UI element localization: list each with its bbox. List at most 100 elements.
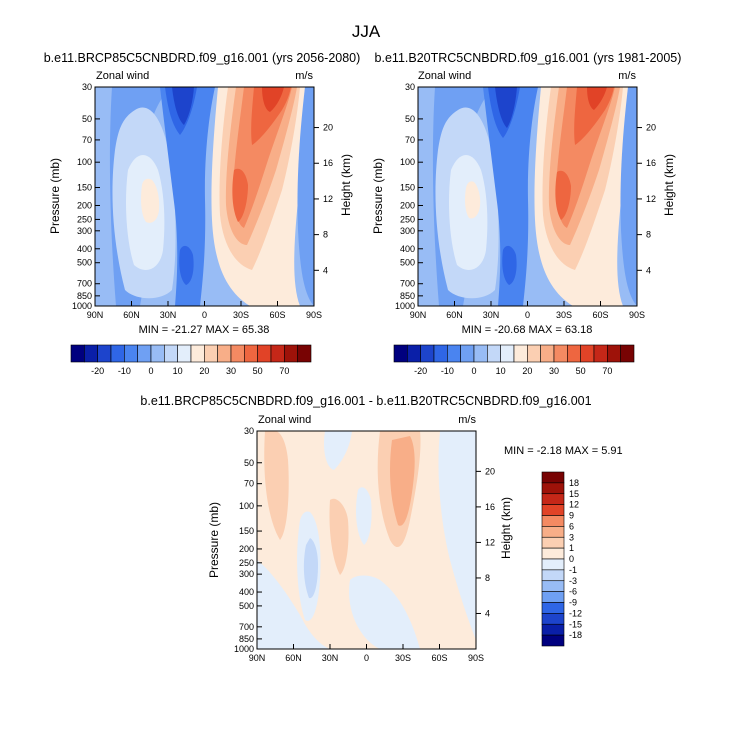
panel-title: b.e11.BRCP85C5CNBDRD.f09_g16.001 (yrs 20… [44,51,361,65]
y-tick-label: 200 [400,200,415,210]
y-tick-label: 1000 [234,644,254,654]
y-tick-label: 50 [405,114,415,124]
contour-fill-pos-c [264,431,289,540]
colorbar-label: 12 [569,500,579,510]
colorbar-box [460,344,475,363]
colorbar-box [284,344,298,363]
panel-right-string: m/s [618,70,636,82]
colorbar-box [620,344,635,363]
contour-fill-neg4 [495,87,517,128]
y-tick-label: 30 [82,82,92,92]
y-tick-label: 300 [400,226,415,236]
x-tick-label: 60N [123,310,140,320]
y-tick-label: 300 [239,569,254,579]
colorbar-label: 70 [279,366,289,376]
y-tick-label: 100 [400,157,415,167]
panel-title: b.e11.B20TRC5CNBDRD.f09_g16.001 (yrs 198… [375,51,682,65]
x-tick-label: 30N [322,653,339,663]
colorbar-label: -20 [414,366,427,376]
y-tick-label: 500 [77,258,92,268]
y-tick-label: 70 [82,135,92,145]
x-tick-label: 90N [249,653,266,663]
y-right-tick-label: 16 [646,158,656,168]
axis-ylabel-right: Height (km) [662,154,676,216]
x-tick-label: 30N [483,310,500,320]
colorbar-box [541,493,565,505]
colorbar-box [70,344,85,363]
y-right-tick-label: 20 [485,466,495,476]
contour-fill-polar [620,87,637,306]
colorbar-label: -15 [569,619,582,629]
colorbar-box [541,623,565,636]
contour-fill-pos5 [251,87,291,145]
colorbar-label: 0 [471,366,476,376]
stats-label: MIN = -2.18 MAX = 5.91 [504,445,623,457]
colorbar-box [150,344,165,363]
y-tick-label: 500 [239,601,254,611]
colorbar-box [84,344,98,363]
colorbar-box [473,344,488,363]
colorbar-box [593,344,608,363]
y-right-tick-label: 20 [646,123,656,133]
contour-fill-pos-d [329,498,349,575]
colorbar-label: 20 [199,366,209,376]
contour-fill-weak3 [465,181,481,219]
colorbar-box [541,591,565,603]
y-tick-label: 700 [239,622,254,632]
axes: 90N 60N 30N 0 30S 60S 90S 30 50 70 100 150 200 250 300… [72,82,333,320]
contour-fill-neg2 [483,87,538,306]
contour-fill-neg-g [438,431,476,640]
stats-label: MIN = -20.68 MAX = 63.18 [462,324,593,336]
colorbar-label: 10 [173,366,183,376]
colorbar-box [500,344,515,363]
y-right-tick-label: 4 [323,265,328,275]
y-right-tick-label: 8 [485,573,490,583]
colorbar-box [177,344,192,363]
colorbar-box [541,602,565,614]
y-right-tick-label: 12 [323,194,333,204]
y-tick-label: 100 [77,157,92,167]
x-tick-label: 60S [269,310,285,320]
panel-right-string: m/s [295,70,313,82]
x-tick-label: 60S [431,653,447,663]
y-tick-label: 30 [244,426,254,436]
colorbar-box [607,344,621,363]
contour-fill-pos5b [232,168,248,222]
colorbar-label: 9 [569,511,574,521]
colorbar-box [244,344,258,363]
y-tick-label: 250 [400,214,415,224]
contour-plot [417,86,638,307]
colorbar-box [124,344,138,363]
contour-plot [256,430,477,650]
colorbar-box [230,344,245,363]
y-tick-label: 300 [77,226,92,236]
y-tick-label: 400 [400,244,415,254]
x-tick-label: 60S [592,310,608,320]
contour-fill-neg5 [502,245,517,285]
colorbar-label: 50 [576,366,586,376]
y-tick-label: 200 [239,544,254,554]
colorbar-label: 18 [569,478,579,488]
stats-label: MIN = -21.27 MAX = 65.38 [139,324,270,336]
colorbar-label: -3 [569,576,577,586]
colorbar-label: 15 [569,489,579,499]
y-tick-label: 100 [239,501,254,511]
colorbar-box [541,482,565,495]
contour-fill-neg-a [257,560,330,649]
colorbar-label: -6 [569,587,577,597]
colorbar-label: -9 [569,598,577,608]
y-tick-label: 30 [405,82,415,92]
panel-title: b.e11.BRCP85C5CNBDRD.f09_g16.001 - b.e11… [140,394,591,408]
colorbar-box [541,558,565,571]
panel-difference: b.e11.BRCP85C5CNBDRD.f09_g16.001 - b.e11… [140,394,622,663]
colorbar: -20 -10 0 10 20 30 50 70 [393,344,635,376]
colorbar-label: -10 [441,366,454,376]
contour-fill-pos4 [556,87,615,228]
colorbar-box [541,504,565,516]
colorbar-box [137,344,152,363]
colorbar-box [257,344,272,363]
colorbar: -20 -10 0 10 20 30 50 70 [70,344,312,376]
contour-fill-neg2 [160,87,215,306]
colorbar-box [447,344,461,363]
y-tick-label: 850 [239,634,254,644]
